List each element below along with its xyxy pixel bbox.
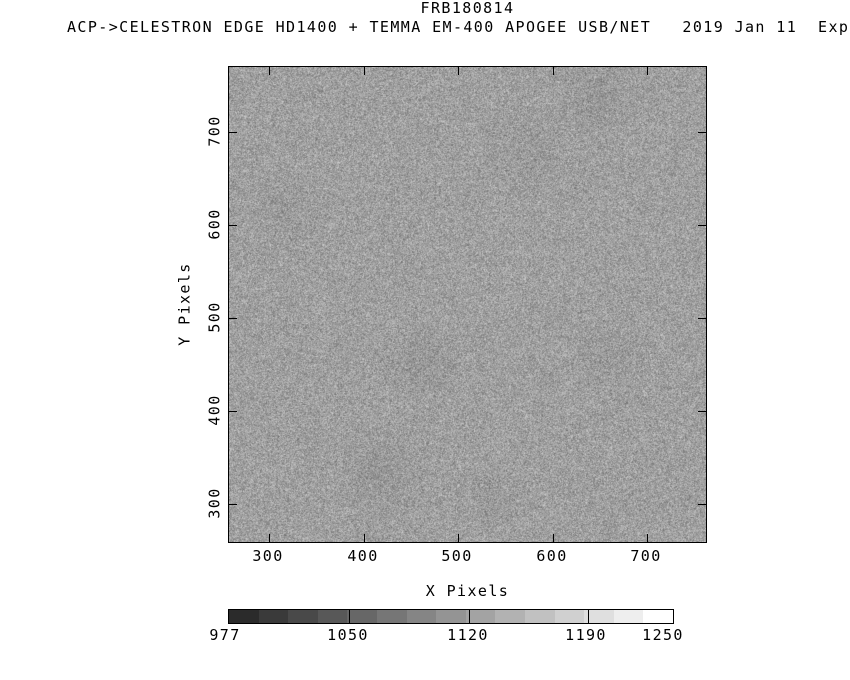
colorbar-step xyxy=(347,610,377,623)
x-tick-bottom xyxy=(553,534,554,542)
image-plot xyxy=(228,66,707,543)
y-tick-right xyxy=(698,318,706,319)
y-axis-title: Y Pixels xyxy=(175,262,194,346)
x-axis-tick-labels: 300 400 500 600 700 xyxy=(228,549,707,565)
colorbar-divider xyxy=(588,610,589,623)
colorbar-step xyxy=(317,610,348,623)
y-tick-left xyxy=(229,132,237,133)
y-tick-label: 700 xyxy=(205,115,224,147)
x-tick-top xyxy=(553,67,554,75)
y-tick-right xyxy=(698,225,706,226)
x-tick-label: 600 xyxy=(536,547,568,565)
y-tick-left xyxy=(229,225,237,226)
y-tick-left xyxy=(229,411,237,412)
y-tick-left xyxy=(229,318,237,319)
colorbar-step xyxy=(643,610,673,623)
x-tick-top xyxy=(458,67,459,75)
colorbar-tick-labels: 977 1050 1120 1190 1250 xyxy=(209,626,682,644)
x-tick-bottom xyxy=(269,534,270,542)
colorbar-divider xyxy=(349,610,350,623)
y-tick-right xyxy=(698,504,706,505)
y-tick-right xyxy=(698,411,706,412)
colorbar-step xyxy=(584,610,614,623)
x-tick-label: 400 xyxy=(347,547,379,565)
x-tick-bottom xyxy=(647,534,648,542)
y-tick-left xyxy=(229,504,237,505)
observation-subtitle: ACP->CELESTRON EDGE HD1400 + TEMMA EM-40… xyxy=(67,18,850,36)
colorbar-step xyxy=(524,610,555,623)
y-axis-tick-labels: 300 400 500 600 700 xyxy=(0,66,228,543)
x-tick-label: 500 xyxy=(441,547,473,565)
y-tick-label: 300 xyxy=(205,487,224,519)
colorbar-divider xyxy=(469,610,470,623)
colorbar-step xyxy=(229,610,259,623)
colorbar-tick-label: 1120 xyxy=(447,626,489,644)
y-tick-label: 400 xyxy=(205,394,224,426)
y-tick-right xyxy=(698,132,706,133)
colorbar-tick-label: 1250 xyxy=(642,626,684,644)
x-tick-label: 700 xyxy=(630,547,662,565)
x-tick-top xyxy=(364,67,365,75)
colorbar-tick-label: 1050 xyxy=(327,626,369,644)
colorbar-step xyxy=(495,610,525,623)
colorbar-step xyxy=(406,610,437,623)
x-tick-bottom xyxy=(458,534,459,542)
colorbar-step xyxy=(288,610,318,623)
ccd-noise-image xyxy=(229,67,706,542)
colorbar-step xyxy=(436,610,466,623)
x-tick-top xyxy=(647,67,648,75)
colorbar-step xyxy=(258,610,289,623)
x-tick-label: 300 xyxy=(252,547,284,565)
colorbar-tick-label: 977 xyxy=(209,626,241,644)
y-tick-label: 600 xyxy=(205,208,224,240)
x-tick-top xyxy=(269,67,270,75)
colorbar-tick-label: 1190 xyxy=(565,626,607,644)
y-tick-label: 500 xyxy=(205,301,224,333)
x-axis-title: X Pixels xyxy=(425,582,510,600)
page-title: FRB180814 xyxy=(420,0,515,17)
grayscale-colorbar xyxy=(228,609,674,624)
colorbar-step xyxy=(613,610,644,623)
x-tick-bottom xyxy=(364,534,365,542)
colorbar-step xyxy=(376,610,407,623)
colorbar-step xyxy=(465,610,496,623)
colorbar-step xyxy=(554,610,585,623)
